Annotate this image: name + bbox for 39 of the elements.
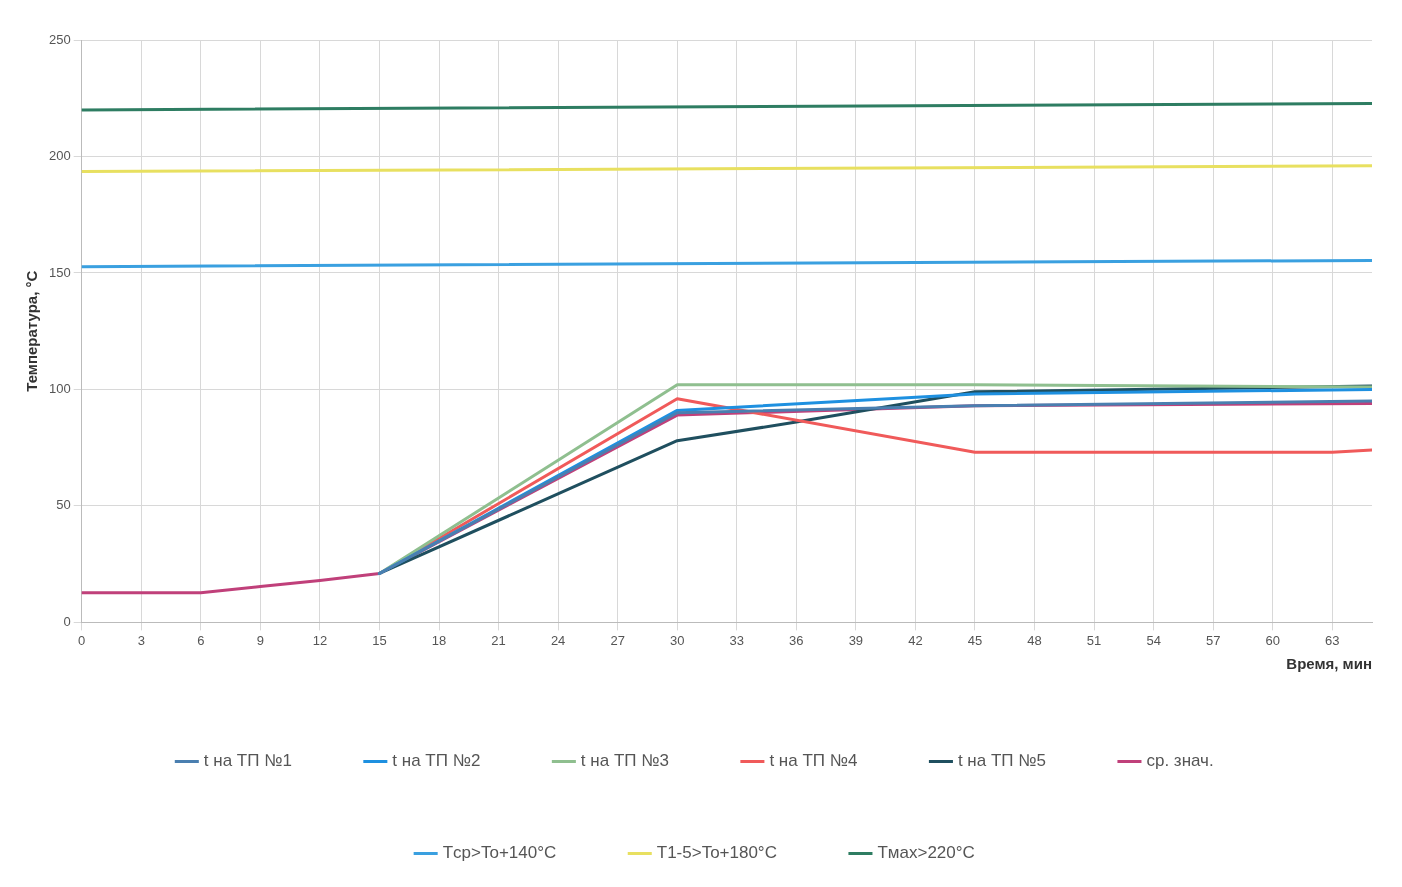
legend-label: t на ТП №1 [203,751,292,771]
legend-label: Tмах>220°C [877,843,975,863]
x-tick-label: 63 [1325,632,1340,648]
x-tick-label: 39 [848,632,864,648]
legend-label: T1-5>To+180°C [656,843,777,863]
x-tick-label: 15 [372,632,387,648]
x-tick-label: 36 [789,632,804,648]
x-tick-label: 45 [967,632,983,648]
x-tick-label: 9 [256,632,264,648]
x-tick-label: 60 [1265,632,1280,648]
y-tick-label: 200 [48,148,71,164]
x-tick-label: 27 [610,632,625,648]
legend-label: t на ТП №2 [392,751,481,771]
y-tick-label: 100 [48,381,71,397]
x-tick-label: 18 [431,632,447,648]
x-tick-label: 6 [197,632,205,648]
x-tick-label: 24 [550,632,566,648]
y-axis-title: Температура, °C [23,270,41,392]
legend-label: t на ТП №4 [769,751,858,771]
x-tick-label: 54 [1146,632,1161,648]
legend-label: t на ТП №3 [580,751,669,771]
legend-label: ср. знач. [1146,751,1214,771]
y-tick-label: 150 [48,264,71,280]
y-tick-label: 250 [48,31,71,47]
x-tick-label: 3 [137,632,145,648]
y-tick-label: 50 [56,497,71,513]
x-tick-label: 48 [1027,632,1042,648]
x-tick-label: 0 [78,632,86,648]
x-tick-label: 42 [908,632,923,648]
legend-label: Tср>To+140°C [442,843,557,863]
x-axis-title: Время, мин [1286,655,1372,673]
x-tick-label: 12 [312,632,328,648]
x-tick-label: 33 [729,632,744,648]
y-tick-label: 0 [63,613,71,629]
legend-label: t на ТП №5 [957,751,1046,771]
x-tick-label: 30 [669,632,685,648]
x-tick-label: 51 [1086,632,1102,648]
x-tick-label: 57 [1205,632,1221,648]
x-tick-label: 21 [491,632,506,648]
